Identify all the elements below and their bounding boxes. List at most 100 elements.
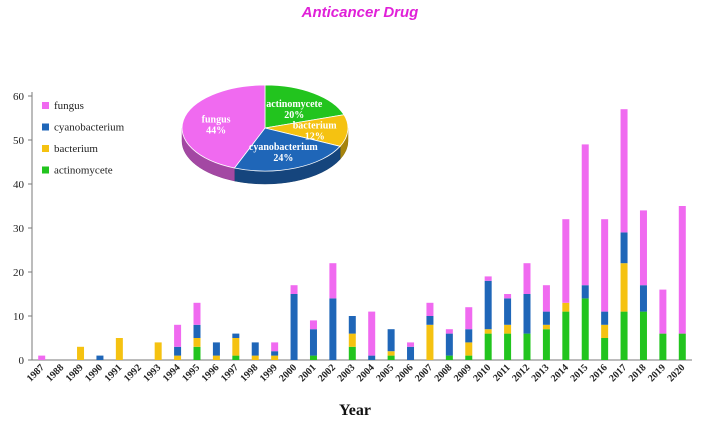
legend-label-cyanobacterium: cyanobacterium xyxy=(54,122,125,134)
x-tick-label: 1988 xyxy=(44,362,66,384)
bar-segment-fungus-2011 xyxy=(504,294,512,299)
bar-segment-cyanobacterium-1999 xyxy=(271,351,279,356)
bar-segment-cyanobacterium-2002 xyxy=(329,298,337,360)
bar-segment-actinomycete-2008 xyxy=(445,355,453,360)
bar-segment-fungus-1999 xyxy=(271,342,279,352)
x-tick-label: 2019 xyxy=(646,362,668,384)
pie-label-bacterium: bacterium xyxy=(293,121,338,132)
bar-segment-bacterium-1999 xyxy=(271,355,279,360)
bar-segment-cyanobacterium-1996 xyxy=(212,342,220,356)
x-tick-label: 2003 xyxy=(335,362,357,384)
bar-segment-bacterium-2007 xyxy=(426,324,434,360)
bar-segment-bacterium-2014 xyxy=(562,302,570,312)
bar-segment-cyanobacterium-2003 xyxy=(348,316,356,334)
bar-segment-cyanobacterium-2009 xyxy=(465,329,473,343)
x-tick-label: 2012 xyxy=(510,362,532,384)
x-tick-label: 1989 xyxy=(64,362,86,384)
pie-slice-cyanobacterium xyxy=(233,127,341,172)
bar-segment-fungus-2017 xyxy=(620,109,628,233)
bar-segment-fungus-2009 xyxy=(465,307,473,330)
bar-segment-cyanobacterium-1990 xyxy=(96,355,104,360)
bar-segment-bacterium-1993 xyxy=(154,342,162,360)
bar-segment-cyanobacterium-1994 xyxy=(174,346,182,356)
pie-pct-cyanobacterium: 24% xyxy=(273,153,293,164)
bar-segment-bacterium-1998 xyxy=(251,355,259,360)
bar-segment-cyanobacterium-2015 xyxy=(581,285,589,299)
x-tick-label: 1992 xyxy=(122,362,144,384)
pie-pct-bacterium: 12% xyxy=(305,132,325,143)
bar-segment-cyanobacterium-2001 xyxy=(309,329,317,356)
chart-title: Anticancer Drug xyxy=(301,4,419,21)
bar-segment-fungus-1994 xyxy=(174,324,182,347)
bar-segment-bacterium-2005 xyxy=(387,351,395,356)
x-tick-label: 2009 xyxy=(452,362,474,384)
bar-segment-cyanobacterium-2004 xyxy=(368,355,376,360)
bar-segment-fungus-2014 xyxy=(562,219,570,303)
x-tick-label: 2016 xyxy=(588,362,610,384)
bar-segment-fungus-2008 xyxy=(445,329,453,334)
bar-segment-actinomycete-2011 xyxy=(504,333,512,360)
y-tick-label: 60 xyxy=(13,91,25,103)
x-tick-label: 2000 xyxy=(277,362,299,384)
pie-pct-actinomycete: 20% xyxy=(284,110,304,121)
bar-segment-cyanobacterium-2010 xyxy=(484,280,492,330)
bar-segment-fungus-2002 xyxy=(329,263,337,299)
bar-segment-bacterium-2013 xyxy=(542,324,550,330)
bar-segment-cyanobacterium-1995 xyxy=(193,324,201,338)
bar-segment-actinomycete-2020 xyxy=(678,333,686,360)
y-tick-label: 20 xyxy=(13,267,25,279)
y-tick-label: 0 xyxy=(19,355,25,367)
x-tick-label: 1998 xyxy=(238,362,260,384)
bar-segment-cyanobacterium-2012 xyxy=(523,294,531,334)
bar-segment-cyanobacterium-2017 xyxy=(620,232,628,264)
x-tick-label: 2004 xyxy=(355,362,377,384)
bar-segment-actinomycete-2003 xyxy=(348,346,356,360)
bar-segment-bacterium-1997 xyxy=(232,338,240,356)
bar-segment-fungus-2012 xyxy=(523,263,531,294)
bar-segment-fungus-2016 xyxy=(601,219,609,312)
bar-segment-actinomycete-2015 xyxy=(581,298,589,360)
bar-segment-bacterium-1994 xyxy=(174,355,182,360)
pie-pct-fungus: 44% xyxy=(206,125,226,136)
x-tick-label: 1999 xyxy=(258,362,280,384)
x-tick-label: 2015 xyxy=(568,362,590,384)
legend-swatch-bacterium xyxy=(42,145,49,152)
x-tick-label: 2010 xyxy=(471,362,493,384)
bar-segment-actinomycete-2010 xyxy=(484,333,492,360)
bar-segment-cyanobacterium-2011 xyxy=(504,298,512,325)
x-tick-label: 2006 xyxy=(394,362,416,384)
legend-swatch-actinomycete xyxy=(42,166,49,174)
bar-segment-bacterium-2010 xyxy=(484,329,492,334)
bar-segment-actinomycete-2019 xyxy=(659,333,667,360)
bar-segment-fungus-1995 xyxy=(193,302,201,325)
x-tick-label: 2007 xyxy=(413,362,435,384)
bar-segment-bacterium-1991 xyxy=(115,338,123,360)
pie-label-fungus: fungus xyxy=(202,114,231,125)
x-tick-label: 2017 xyxy=(607,362,629,384)
bar-segment-bacterium-2003 xyxy=(348,333,356,347)
legend-label-fungus: fungus xyxy=(54,100,84,112)
bar-segment-cyanobacterium-1997 xyxy=(232,333,240,338)
y-tick-label: 30 xyxy=(13,223,25,235)
x-tick-label: 1995 xyxy=(180,362,202,384)
bar-segment-actinomycete-2009 xyxy=(465,355,473,360)
bar-segment-cyanobacterium-2018 xyxy=(639,285,647,312)
bar-segment-cyanobacterium-2016 xyxy=(601,311,609,325)
bars-group xyxy=(38,109,686,360)
bar-segment-fungus-1987 xyxy=(38,355,46,360)
x-tick-label: 2008 xyxy=(433,362,455,384)
bar-segment-fungus-2015 xyxy=(581,144,589,286)
bar-segment-cyanobacterium-2000 xyxy=(290,294,298,360)
x-tick-label: 2014 xyxy=(549,362,571,384)
x-tick-label: 1996 xyxy=(200,362,222,384)
inset-pie-chart: actinomycete20%bacterium12%cyanobacteriu… xyxy=(181,84,349,185)
legend-label-actinomycete: actinomycete xyxy=(54,165,113,177)
bar-segment-bacterium-2011 xyxy=(504,324,512,334)
bar-segment-actinomycete-2001 xyxy=(309,355,317,360)
bar-segment-actinomycete-2017 xyxy=(620,311,628,360)
bar-segment-cyanobacterium-2013 xyxy=(542,311,550,325)
bar-segment-fungus-2013 xyxy=(542,285,550,312)
bar-segment-actinomycete-2005 xyxy=(387,355,395,360)
bar-segment-fungus-2010 xyxy=(484,276,492,281)
